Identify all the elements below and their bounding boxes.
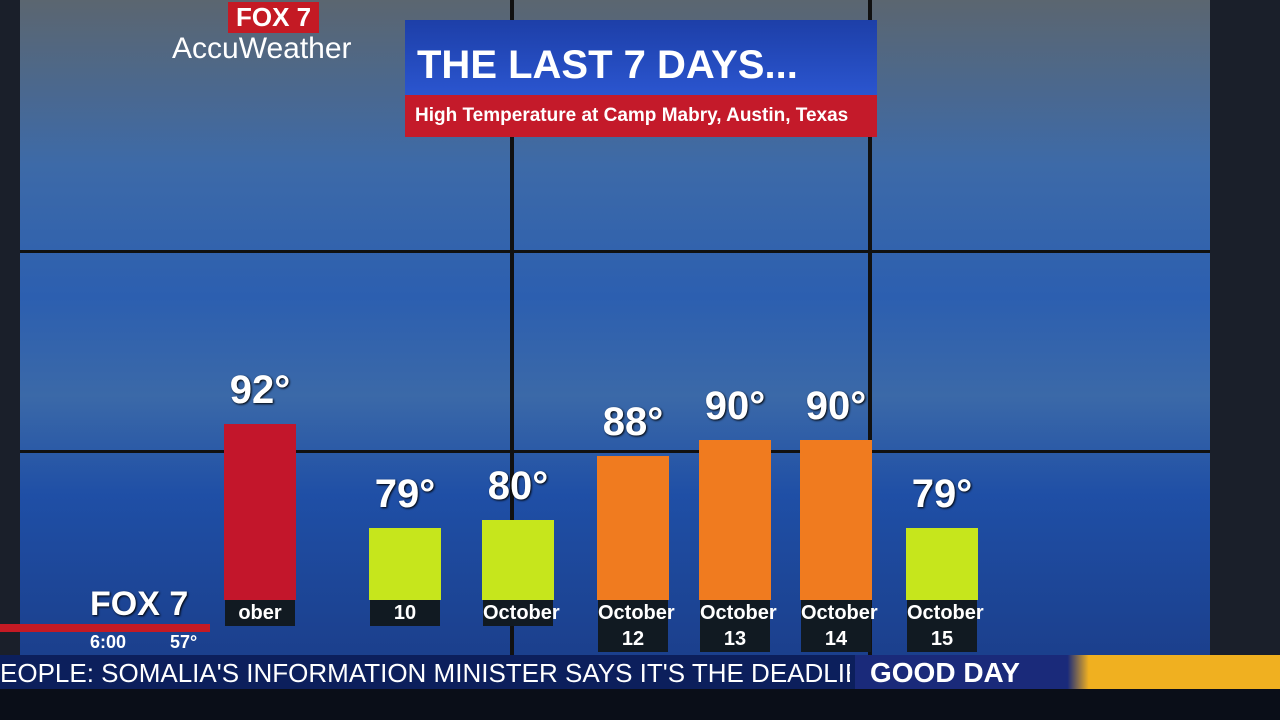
- bar: [800, 440, 872, 600]
- bar: [699, 440, 771, 600]
- seam: [868, 0, 872, 660]
- bottom-strip: [0, 689, 1280, 720]
- bar: [597, 456, 669, 600]
- value-label: 80°: [487, 464, 549, 508]
- show-bar: [855, 655, 1280, 689]
- category-label: 10: [370, 600, 440, 626]
- seam: [20, 450, 1210, 453]
- title: THE LAST 7 DAYS...: [405, 20, 877, 108]
- bar: [482, 520, 554, 600]
- ticker-text: EOPLE: SOMALIA'S INFORMATION MINISTER SA…: [0, 658, 850, 688]
- category-label: October 14: [801, 600, 878, 652]
- subtitle: High Temperature at Camp Mabry, Austin, …: [405, 95, 877, 137]
- show-name: GOOD DAY: [870, 657, 1020, 688]
- value-label: 79°: [911, 472, 973, 516]
- bug-time: 6:00: [90, 632, 127, 652]
- bar: [369, 528, 441, 600]
- seam: [510, 0, 514, 660]
- bug-temp: 57°: [170, 632, 198, 652]
- category-label: October 15: [907, 600, 984, 652]
- seam: [20, 250, 1210, 253]
- bar: [906, 528, 978, 600]
- value-label: 90°: [704, 384, 766, 428]
- bar: [224, 424, 296, 600]
- logo: FOX 7: [228, 2, 320, 33]
- bug-line: [0, 624, 210, 632]
- category-label: ober: [225, 600, 295, 626]
- value-label: 90°: [805, 384, 867, 428]
- value-label: 92°: [229, 368, 291, 412]
- category-label: October 12: [598, 600, 675, 652]
- category-label: October: [483, 600, 560, 626]
- bug-logo: FOX 7: [90, 585, 189, 623]
- value-label: 79°: [374, 472, 436, 516]
- brand: AccuWeather: [172, 32, 352, 65]
- value-label: 88°: [602, 400, 664, 444]
- category-label: October 13: [700, 600, 777, 652]
